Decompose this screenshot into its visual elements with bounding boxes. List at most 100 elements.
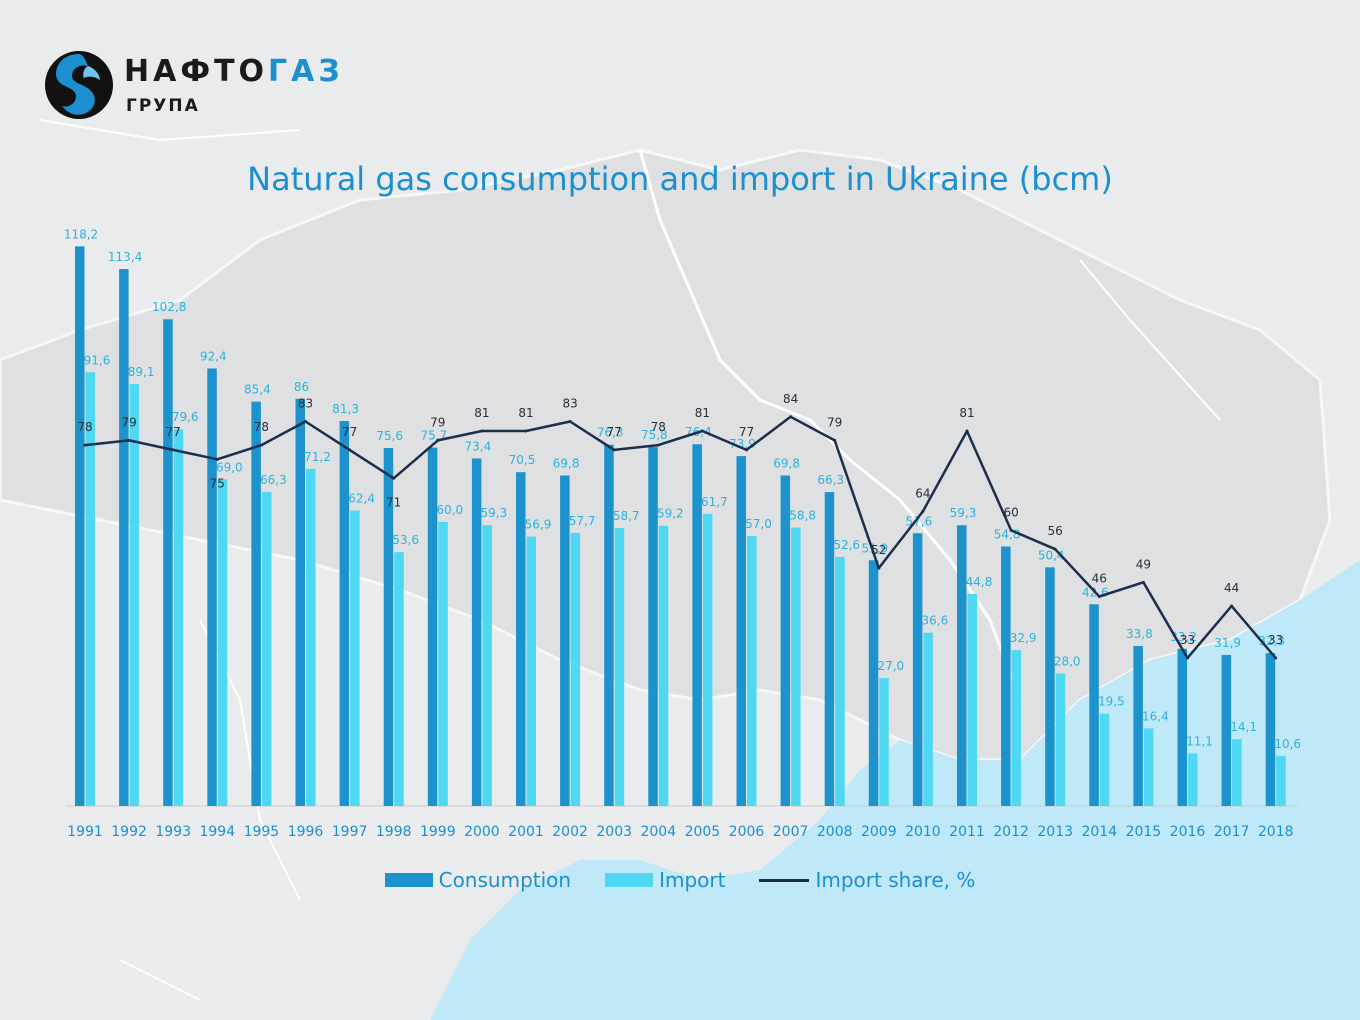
legend-swatch-import-share [759,878,810,882]
import-share-point-2001 [524,429,528,433]
data-label-consumption-2009: 51,9 [861,541,888,555]
x-tick-label-1991: 1991 [67,824,103,840]
import-share-point-2007 [789,415,793,419]
bar-import-1994 [217,479,228,806]
x-tick-label-2001: 2001 [508,824,544,840]
import-share-point-1994 [215,457,219,461]
data-label-consumption-1996: 86 [294,380,309,394]
data-label-import-share-2005: 81 [695,406,710,420]
data-label-import-share-2006: 77 [739,425,754,439]
bar-import-1992 [129,384,140,806]
map-sea [430,560,1360,1020]
bar-consumption-2011 [957,525,967,806]
bar-consumption-1992 [119,269,129,806]
import-share-point-2009 [877,566,881,570]
data-label-import-2003: 58,7 [613,509,640,523]
import-share-point-2014 [1097,595,1101,599]
x-tick-label-2018: 2018 [1258,824,1294,840]
bar-import-1999 [438,521,448,806]
data-label-consumption-2004: 75,8 [641,428,668,442]
data-label-import-1994: 69,0 [216,460,243,474]
bar-consumption-2007 [780,475,791,806]
data-label-import-share-2017: 44 [1224,581,1239,595]
bar-import-2018 [1276,755,1286,806]
import-share-point-1996 [304,420,307,423]
x-tick-label-1993: 1993 [155,824,191,840]
data-label-import-2012: 32,9 [1010,631,1037,645]
data-label-import-2009: 27,0 [877,659,904,673]
bar-consumption-2009 [868,560,879,806]
data-label-consumption-1992: 113,4 [108,250,142,264]
data-label-consumption-2000: 73,4 [465,439,492,453]
data-label-consumption-2012: 54,8 [994,528,1021,542]
x-tick-label-2017: 2017 [1214,824,1250,840]
x-tick-label-2012: 2012 [993,824,1029,840]
import-share-point-2016 [1186,656,1189,660]
bar-import-2015 [1143,728,1154,806]
data-label-import-share-2014: 46 [1092,572,1107,586]
bar-consumption-2005 [692,444,702,806]
data-label-consumption-2003: 76,3 [597,426,624,440]
x-tick-label-1996: 1996 [288,824,324,840]
bar-consumption-2017 [1221,654,1232,806]
import-share-point-2012 [1009,528,1013,532]
bar-import-2002 [570,532,581,806]
import-share-point-1998 [392,476,396,480]
x-tick-label-2011: 2011 [949,824,985,840]
legend-item-import: Import [605,868,725,892]
x-tick-label-2009: 2009 [861,824,897,840]
legend-item-consumption: Consumption [384,868,571,892]
x-tick-label-1997: 1997 [332,824,368,840]
import-share-point-2010 [921,509,925,513]
import-share-point-2004 [656,443,660,447]
bar-import-2014 [1099,713,1110,806]
data-label-import-2008: 52,6 [833,538,860,552]
x-tick-label-2007: 2007 [773,824,809,840]
bar-import-1995 [261,492,272,806]
bar-consumption-1996 [295,398,305,806]
bar-import-2007 [791,527,801,806]
data-label-import-share-2015: 49 [1136,557,1151,571]
import-share-point-1991 [83,443,87,447]
import-share-point-2015 [1141,580,1145,584]
legend-swatch-consumption [384,873,433,887]
import-share-point-1995 [259,443,263,447]
data-label-import-2011: 44,8 [966,575,993,589]
data-label-import-2017: 14,1 [1230,720,1257,734]
x-tick-label-2000: 2000 [464,824,500,840]
data-label-import-1993: 79,6 [172,410,199,424]
import-share-point-2018 [1274,656,1278,660]
x-tick-label-2016: 2016 [1170,824,1206,840]
import-share-point-1993 [171,448,175,452]
bar-import-1993 [173,429,184,806]
data-label-import-share-2009: 52 [871,543,886,557]
bar-consumption-2004 [648,447,658,806]
bar-consumption-2012 [1001,546,1011,806]
data-label-import-2005: 61,7 [701,495,728,509]
bar-consumption-2006 [736,456,746,806]
bar-consumption-2016 [1177,648,1187,806]
data-label-import-2010: 36,6 [922,614,949,628]
bar-consumption-1999 [427,447,438,806]
data-label-import-1997: 62,4 [348,492,375,506]
bar-import-2016 [1188,753,1198,806]
bar-consumption-2018 [1265,653,1276,806]
data-label-import-share-2010: 64 [915,486,930,500]
legend-label-import-share: Import share, % [815,868,976,892]
bar-consumption-1994 [207,368,217,806]
x-tick-label-2005: 2005 [685,824,721,840]
data-label-consumption-1998: 75,6 [376,429,403,443]
data-label-import-share-2018: 33 [1268,633,1283,647]
x-tick-label-2003: 2003 [596,824,632,840]
x-tick-label-2004: 2004 [640,824,676,840]
data-label-import-2004: 59,2 [657,507,684,521]
data-label-import-share-2011: 81 [959,406,974,420]
data-label-import-2018: 10,6 [1274,737,1301,751]
logo-wordmark: НАФТОГАЗ [124,54,344,89]
data-label-import-2002: 57,7 [569,514,596,528]
bar-import-2012 [1011,650,1022,806]
data-label-import-share-1997: 77 [342,425,357,439]
bar-import-2005 [702,513,713,806]
data-label-consumption-2007: 69,8 [773,456,800,470]
